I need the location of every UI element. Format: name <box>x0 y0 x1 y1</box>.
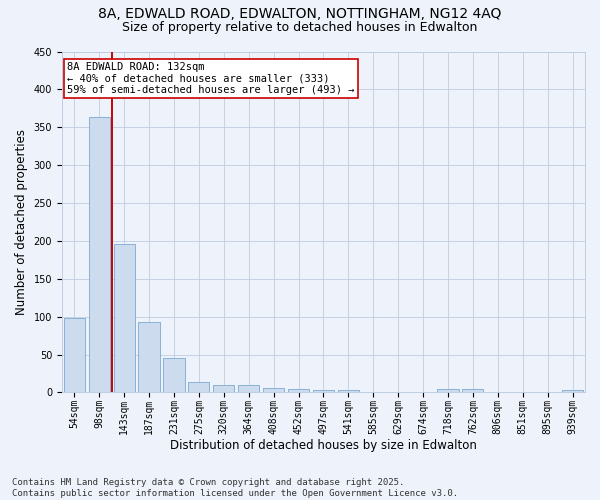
Y-axis label: Number of detached properties: Number of detached properties <box>15 129 28 315</box>
Bar <box>562 390 583 392</box>
Bar <box>163 358 185 392</box>
Bar <box>313 390 334 392</box>
Bar <box>113 244 135 392</box>
Bar <box>64 318 85 392</box>
Bar <box>139 322 160 392</box>
Bar <box>89 118 110 392</box>
Bar <box>263 388 284 392</box>
Bar <box>463 390 484 392</box>
Bar <box>288 388 309 392</box>
Text: 8A EDWALD ROAD: 132sqm
← 40% of detached houses are smaller (333)
59% of semi-de: 8A EDWALD ROAD: 132sqm ← 40% of detached… <box>67 62 355 95</box>
Bar <box>338 390 359 392</box>
X-axis label: Distribution of detached houses by size in Edwalton: Distribution of detached houses by size … <box>170 440 477 452</box>
Bar <box>188 382 209 392</box>
Text: Contains HM Land Registry data © Crown copyright and database right 2025.
Contai: Contains HM Land Registry data © Crown c… <box>12 478 458 498</box>
Bar <box>238 385 259 392</box>
Bar <box>437 388 458 392</box>
Bar <box>213 385 235 392</box>
Text: Size of property relative to detached houses in Edwalton: Size of property relative to detached ho… <box>122 21 478 34</box>
Text: 8A, EDWALD ROAD, EDWALTON, NOTTINGHAM, NG12 4AQ: 8A, EDWALD ROAD, EDWALTON, NOTTINGHAM, N… <box>98 8 502 22</box>
